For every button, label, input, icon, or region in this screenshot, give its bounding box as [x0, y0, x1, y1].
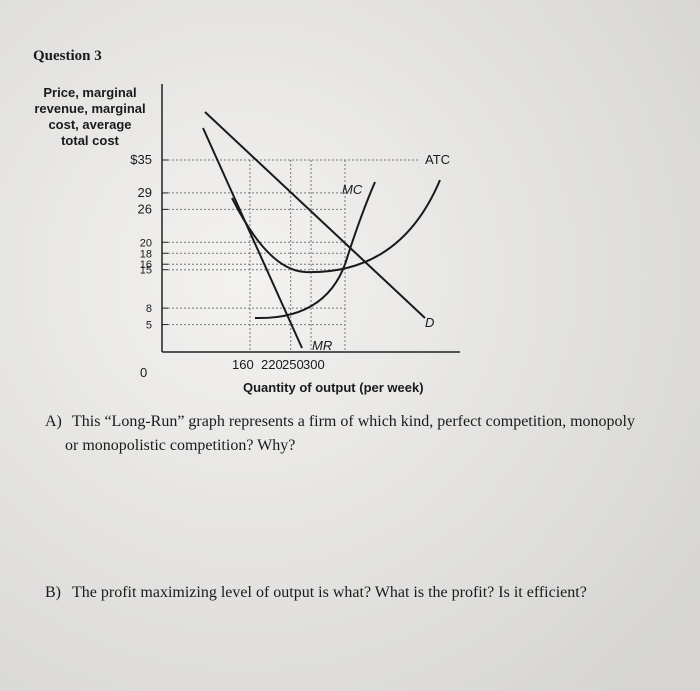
- y-tick-label: 8: [146, 303, 152, 315]
- x-axis-label: Quantity of output (per week): [243, 380, 424, 395]
- y-tick-label: $35: [130, 152, 152, 167]
- x-tick-label: 250: [282, 357, 304, 372]
- x-tick-label: 300: [303, 357, 325, 372]
- question-text: The profit maximizing level of output is…: [72, 584, 587, 601]
- guides: [168, 159, 420, 352]
- x-tick-label: 220: [261, 357, 283, 372]
- question-title: Question 3: [33, 48, 102, 64]
- y-tick-label: 20: [140, 237, 152, 249]
- mc-curve: [254, 181, 376, 320]
- questions: A) This “Long-Run” graph represents a fir…: [45, 413, 635, 601]
- mr-curve: [202, 127, 303, 349]
- x-tick-label: 160: [232, 357, 254, 372]
- y-tick-label: 18: [140, 248, 152, 260]
- y-axis-label-line: Price, marginal: [43, 85, 136, 100]
- y-tick-label: 26: [138, 201, 152, 216]
- curve-label: D: [425, 315, 434, 330]
- origin-label: 0: [140, 365, 147, 380]
- y-tick-label: 5: [146, 320, 152, 332]
- question-label: B): [45, 584, 61, 601]
- y-tick-label: 29: [138, 185, 152, 200]
- demand-curve: [204, 111, 426, 319]
- y-axis-label-line: cost, average: [48, 117, 131, 132]
- atc-curve: [231, 179, 441, 274]
- question-text: or monopolistic competition? Why?: [65, 437, 295, 454]
- curve-label: MR: [312, 338, 332, 353]
- curve-label: MC: [342, 182, 363, 197]
- y-axis-label-line: total cost: [61, 133, 119, 148]
- question-label: A): [45, 413, 62, 430]
- y-axis-label-line: revenue, marginal: [34, 101, 145, 116]
- curve-label: ATC: [425, 152, 450, 167]
- question-text: This “Long-Run” graph represents a firm …: [72, 413, 635, 430]
- y-tick-label: 16: [140, 259, 152, 271]
- y-tick-label: 15: [140, 265, 152, 277]
